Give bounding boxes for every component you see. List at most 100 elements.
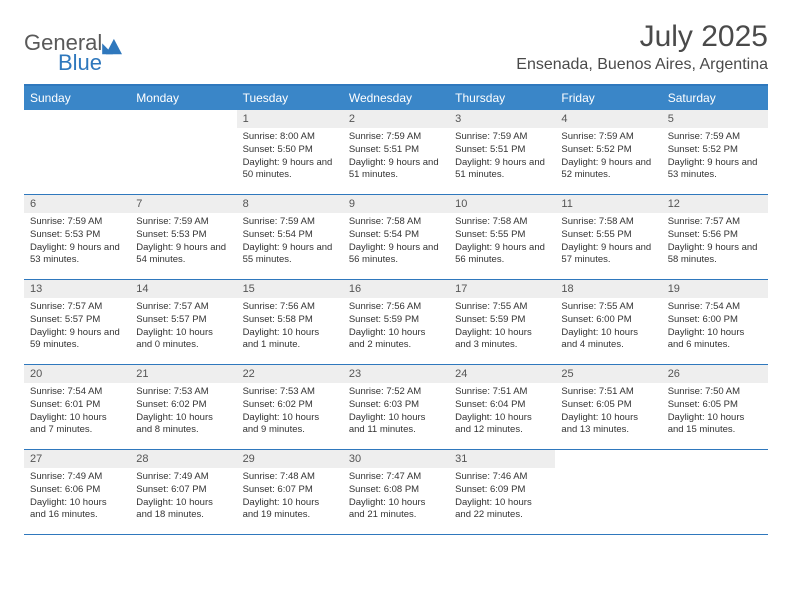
day-cell: 15Sunrise: 7:56 AMSunset: 5:58 PMDayligh… (237, 280, 343, 364)
sunset-text: Sunset: 5:56 PM (668, 229, 762, 242)
sunrise-text: Sunrise: 7:58 AM (455, 216, 549, 229)
day-cell: 16Sunrise: 7:56 AMSunset: 5:59 PMDayligh… (343, 280, 449, 364)
day-body: Sunrise: 7:49 AMSunset: 6:07 PMDaylight:… (130, 468, 236, 528)
weekday-header: Tuesday (237, 86, 343, 110)
sunrise-text: Sunrise: 7:57 AM (30, 301, 124, 314)
sunrise-text: Sunrise: 7:53 AM (243, 386, 337, 399)
day-cell: 5Sunrise: 7:59 AMSunset: 5:52 PMDaylight… (662, 110, 768, 194)
sunset-text: Sunset: 5:55 PM (455, 229, 549, 242)
day-cell: 3Sunrise: 7:59 AMSunset: 5:51 PMDaylight… (449, 110, 555, 194)
day-cell: 14Sunrise: 7:57 AMSunset: 5:57 PMDayligh… (130, 280, 236, 364)
daylight-text: Daylight: 10 hours and 19 minutes. (243, 497, 337, 523)
day-number: 10 (449, 195, 555, 213)
sunset-text: Sunset: 6:03 PM (349, 399, 443, 412)
sunrise-text: Sunrise: 7:59 AM (455, 131, 549, 144)
day-body: Sunrise: 7:59 AMSunset: 5:53 PMDaylight:… (130, 213, 236, 273)
day-cell: 8Sunrise: 7:59 AMSunset: 5:54 PMDaylight… (237, 195, 343, 279)
daylight-text: Daylight: 10 hours and 6 minutes. (668, 327, 762, 353)
sunset-text: Sunset: 6:09 PM (455, 484, 549, 497)
day-cell: 4Sunrise: 7:59 AMSunset: 5:52 PMDaylight… (555, 110, 661, 194)
sunset-text: Sunset: 5:54 PM (349, 229, 443, 242)
calendar: Sunday Monday Tuesday Wednesday Thursday… (24, 84, 768, 535)
day-body: Sunrise: 7:55 AMSunset: 6:00 PMDaylight:… (555, 298, 661, 358)
day-number: 21 (130, 365, 236, 383)
sunset-text: Sunset: 5:57 PM (136, 314, 230, 327)
day-cell: 27Sunrise: 7:49 AMSunset: 6:06 PMDayligh… (24, 450, 130, 534)
day-cell (24, 110, 130, 194)
sunset-text: Sunset: 6:08 PM (349, 484, 443, 497)
day-number: 8 (237, 195, 343, 213)
day-number: 30 (343, 450, 449, 468)
day-number: 29 (237, 450, 343, 468)
day-body: Sunrise: 7:57 AMSunset: 5:57 PMDaylight:… (24, 298, 130, 358)
sunrise-text: Sunrise: 7:59 AM (30, 216, 124, 229)
day-cell: 30Sunrise: 7:47 AMSunset: 6:08 PMDayligh… (343, 450, 449, 534)
day-number (662, 450, 768, 456)
sunrise-text: Sunrise: 7:59 AM (561, 131, 655, 144)
location-label: Ensenada, Buenos Aires, Argentina (516, 56, 768, 74)
day-cell: 11Sunrise: 7:58 AMSunset: 5:55 PMDayligh… (555, 195, 661, 279)
day-cell: 25Sunrise: 7:51 AMSunset: 6:05 PMDayligh… (555, 365, 661, 449)
daylight-text: Daylight: 10 hours and 7 minutes. (30, 412, 124, 438)
day-cell: 12Sunrise: 7:57 AMSunset: 5:56 PMDayligh… (662, 195, 768, 279)
weekday-header: Thursday (449, 86, 555, 110)
sunset-text: Sunset: 5:57 PM (30, 314, 124, 327)
day-body: Sunrise: 7:59 AMSunset: 5:51 PMDaylight:… (343, 128, 449, 188)
day-body: Sunrise: 7:52 AMSunset: 6:03 PMDaylight:… (343, 383, 449, 443)
sunrise-text: Sunrise: 7:48 AM (243, 471, 337, 484)
daylight-text: Daylight: 9 hours and 56 minutes. (349, 242, 443, 268)
sunset-text: Sunset: 5:50 PM (243, 144, 337, 157)
sunrise-text: Sunrise: 7:47 AM (349, 471, 443, 484)
day-number: 20 (24, 365, 130, 383)
day-number: 5 (662, 110, 768, 128)
day-number: 28 (130, 450, 236, 468)
sunset-text: Sunset: 6:00 PM (561, 314, 655, 327)
daylight-text: Daylight: 10 hours and 2 minutes. (349, 327, 443, 353)
day-cell: 9Sunrise: 7:58 AMSunset: 5:54 PMDaylight… (343, 195, 449, 279)
day-cell: 24Sunrise: 7:51 AMSunset: 6:04 PMDayligh… (449, 365, 555, 449)
sunrise-text: Sunrise: 7:55 AM (561, 301, 655, 314)
sunset-text: Sunset: 6:04 PM (455, 399, 549, 412)
weekday-header: Sunday (24, 86, 130, 110)
sunrise-text: Sunrise: 7:54 AM (668, 301, 762, 314)
daylight-text: Daylight: 10 hours and 16 minutes. (30, 497, 124, 523)
day-cell: 23Sunrise: 7:52 AMSunset: 6:03 PMDayligh… (343, 365, 449, 449)
day-number: 13 (24, 280, 130, 298)
day-number: 12 (662, 195, 768, 213)
sunset-text: Sunset: 5:51 PM (349, 144, 443, 157)
calendar-page: General Blue July 2025 Ensenada, Buenos … (0, 0, 792, 535)
day-body: Sunrise: 7:57 AMSunset: 5:56 PMDaylight:… (662, 213, 768, 273)
sunrise-text: Sunrise: 7:54 AM (30, 386, 124, 399)
sunrise-text: Sunrise: 7:58 AM (349, 216, 443, 229)
day-body: Sunrise: 7:53 AMSunset: 6:02 PMDaylight:… (237, 383, 343, 443)
sunset-text: Sunset: 5:59 PM (349, 314, 443, 327)
day-cell: 18Sunrise: 7:55 AMSunset: 6:00 PMDayligh… (555, 280, 661, 364)
sunset-text: Sunset: 6:02 PM (136, 399, 230, 412)
daylight-text: Daylight: 10 hours and 11 minutes. (349, 412, 443, 438)
day-cell: 19Sunrise: 7:54 AMSunset: 6:00 PMDayligh… (662, 280, 768, 364)
day-body: Sunrise: 7:51 AMSunset: 6:04 PMDaylight:… (449, 383, 555, 443)
day-number: 7 (130, 195, 236, 213)
daylight-text: Daylight: 9 hours and 59 minutes. (30, 327, 124, 353)
daylight-text: Daylight: 9 hours and 54 minutes. (136, 242, 230, 268)
sunset-text: Sunset: 5:55 PM (561, 229, 655, 242)
day-body: Sunrise: 7:56 AMSunset: 5:59 PMDaylight:… (343, 298, 449, 358)
daylight-text: Daylight: 9 hours and 56 minutes. (455, 242, 549, 268)
day-number: 17 (449, 280, 555, 298)
daylight-text: Daylight: 9 hours and 55 minutes. (243, 242, 337, 268)
sunrise-text: Sunrise: 7:59 AM (243, 216, 337, 229)
daylight-text: Daylight: 10 hours and 1 minute. (243, 327, 337, 353)
sunrise-text: Sunrise: 7:51 AM (455, 386, 549, 399)
sunrise-text: Sunrise: 7:46 AM (455, 471, 549, 484)
sunrise-text: Sunrise: 7:52 AM (349, 386, 443, 399)
daylight-text: Daylight: 10 hours and 13 minutes. (561, 412, 655, 438)
month-title: July 2025 (516, 20, 768, 54)
day-body: Sunrise: 7:53 AMSunset: 6:02 PMDaylight:… (130, 383, 236, 443)
sunrise-text: Sunrise: 7:57 AM (668, 216, 762, 229)
day-cell: 22Sunrise: 7:53 AMSunset: 6:02 PMDayligh… (237, 365, 343, 449)
header: General Blue July 2025 Ensenada, Buenos … (24, 20, 768, 76)
week-row: 1Sunrise: 8:00 AMSunset: 5:50 PMDaylight… (24, 110, 768, 195)
day-body: Sunrise: 7:59 AMSunset: 5:52 PMDaylight:… (662, 128, 768, 188)
daylight-text: Daylight: 10 hours and 12 minutes. (455, 412, 549, 438)
sunrise-text: Sunrise: 7:49 AM (30, 471, 124, 484)
